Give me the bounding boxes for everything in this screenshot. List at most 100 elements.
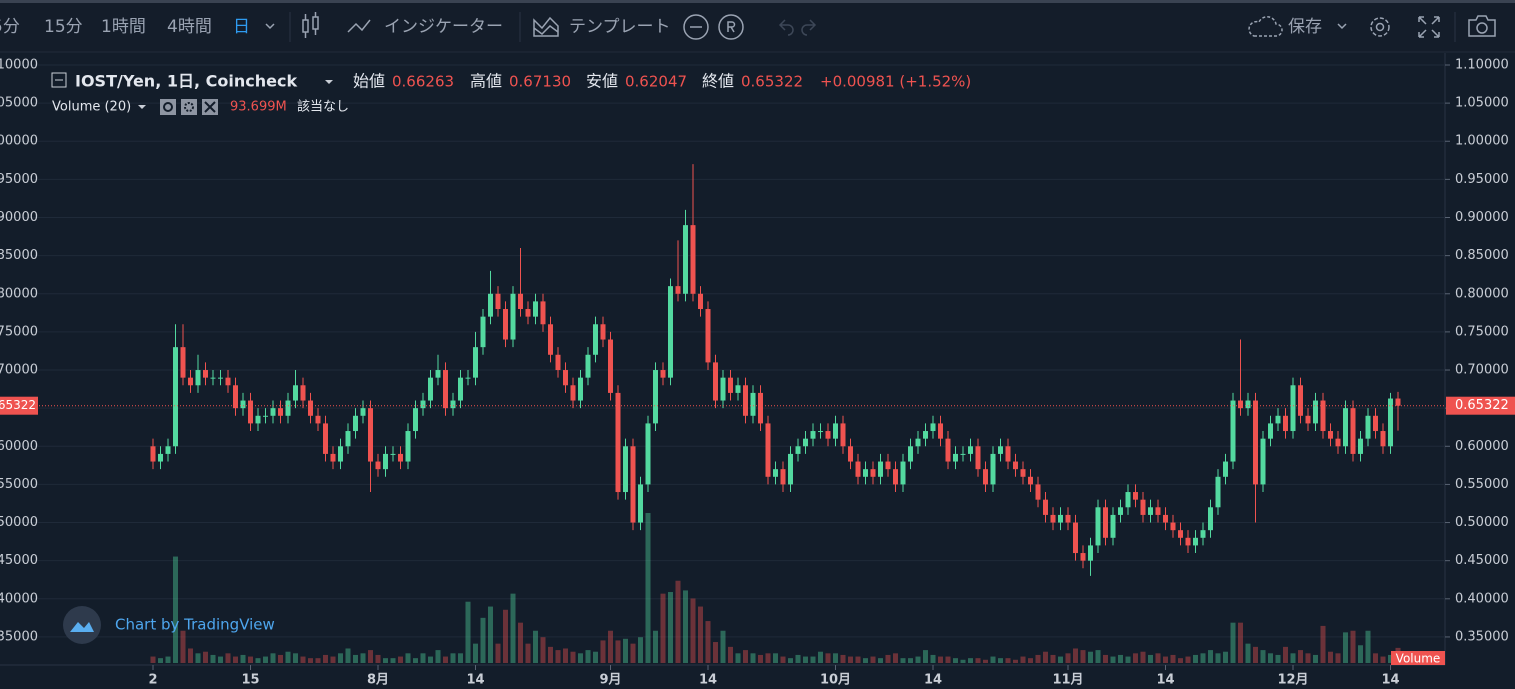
gear-icon — [184, 102, 194, 112]
candle-body — [218, 377, 223, 379]
interval[interactable]: 1時間 — [101, 17, 146, 37]
candle-body — [743, 385, 748, 416]
y-tick-label: 0.55000 — [1455, 477, 1509, 492]
volume-bar — [1133, 653, 1138, 663]
candle-body — [548, 324, 553, 355]
volume-bar — [608, 630, 613, 663]
volume-bar — [368, 650, 373, 663]
volume-bar — [908, 658, 913, 663]
volume-bar — [563, 648, 568, 663]
fullscreen-icon[interactable] — [1418, 16, 1440, 38]
y-tick-label-left: 1.00000 — [0, 134, 38, 149]
volume-bar — [1313, 654, 1318, 663]
save-button[interactable]: 保存 — [1288, 17, 1322, 37]
volume-bar — [803, 656, 808, 663]
volume-bar — [293, 653, 298, 663]
y-tick-label-left: 0.55000 — [0, 477, 38, 492]
candle-body — [938, 423, 943, 439]
x-tick-label: 14 — [1381, 673, 1399, 688]
volume-value: 93.699M — [230, 100, 287, 115]
interval[interactable]: 15分 — [44, 17, 83, 37]
candle-body — [390, 453, 396, 455]
x-tick-label: 14 — [924, 673, 942, 688]
x-tick-label: 14 — [466, 673, 484, 688]
candle-body — [758, 392, 763, 424]
candle-body — [1110, 514, 1116, 538]
cloud-icon[interactable] — [1248, 16, 1283, 37]
indicator-icon[interactable] — [347, 19, 371, 33]
volume-bar — [945, 656, 951, 663]
interval[interactable]: 5分 — [0, 17, 20, 37]
candle-body — [233, 385, 238, 409]
replay-button[interactable] — [683, 14, 709, 40]
candle-body — [345, 431, 351, 447]
volume-bar — [1103, 654, 1108, 663]
volume-bar — [1208, 650, 1213, 663]
candle-body — [278, 408, 283, 416]
candle-body — [713, 362, 718, 401]
redo[interactable] — [801, 19, 817, 36]
candle-body — [1350, 408, 1356, 454]
volume-bar — [1253, 646, 1258, 663]
volume-caret[interactable] — [138, 105, 146, 109]
collapse-toggle[interactable] — [51, 72, 67, 88]
x-tick-label: 8月 — [367, 673, 389, 688]
tv-logo-icon — [70, 622, 94, 632]
candle-body — [285, 400, 291, 416]
volume-label[interactable]: Volume (20) — [52, 100, 131, 115]
volume-bar — [653, 630, 658, 663]
undo[interactable] — [778, 19, 794, 36]
eye-button[interactable] — [160, 99, 176, 115]
interval[interactable]: 4時間 — [167, 17, 212, 37]
symbol[interactable]: IOST/Yen, 1日, Coincheck — [75, 72, 297, 91]
y-tick-label: 0.75000 — [1455, 324, 1509, 339]
candle-body — [660, 370, 666, 378]
settings-icon[interactable] — [1370, 17, 1390, 37]
volume-bar — [1275, 654, 1281, 663]
template-icon[interactable] — [533, 16, 559, 37]
chevron[interactable] — [1337, 23, 1347, 30]
candle-body — [600, 324, 606, 340]
candle-body — [975, 446, 981, 470]
symbol-caret[interactable] — [325, 80, 333, 84]
candle-body — [1395, 398, 1401, 406]
chevron[interactable] — [265, 23, 275, 30]
volume-bar — [758, 654, 763, 663]
volume-bar — [1088, 651, 1093, 663]
candle-body — [1298, 385, 1303, 416]
candle-body — [998, 446, 1003, 454]
y-tick-label-left: 0.85000 — [0, 248, 38, 263]
candle-body — [270, 408, 276, 416]
tv-logo[interactable] — [63, 606, 101, 644]
x-icon — [204, 101, 216, 113]
candle-body — [368, 408, 373, 462]
volume-bar — [263, 656, 268, 663]
candle-body — [608, 339, 613, 393]
candle-body — [255, 415, 261, 424]
volume-bar — [1110, 656, 1116, 663]
last-price-tag-left — [0, 396, 38, 415]
candle-body — [503, 309, 508, 340]
volume-bar — [938, 656, 943, 663]
volume-bar — [270, 653, 276, 663]
interval-active[interactable]: 日 — [233, 17, 250, 37]
settings-button[interactable] — [181, 99, 197, 115]
volume-bar — [818, 651, 823, 663]
candle-body — [375, 461, 381, 470]
indicators-button[interactable]: インジケーター — [384, 17, 503, 37]
r-button[interactable] — [718, 14, 744, 40]
volume-bar — [300, 656, 306, 663]
candle-body — [968, 446, 973, 454]
candle-body — [960, 453, 966, 455]
candle-icon[interactable] — [302, 12, 319, 38]
y-tick-label-left: 0.50000 — [0, 515, 38, 530]
volume-tag: Volume — [1396, 652, 1441, 666]
camera-icon[interactable] — [1468, 15, 1496, 37]
candle-body — [1365, 415, 1371, 439]
watermark[interactable]: Chart by TradingView — [115, 616, 275, 634]
candle-body — [443, 370, 448, 409]
volume-bar — [338, 653, 343, 663]
templates-button[interactable]: テンプレート — [569, 17, 671, 37]
volume-bar — [1230, 622, 1236, 663]
